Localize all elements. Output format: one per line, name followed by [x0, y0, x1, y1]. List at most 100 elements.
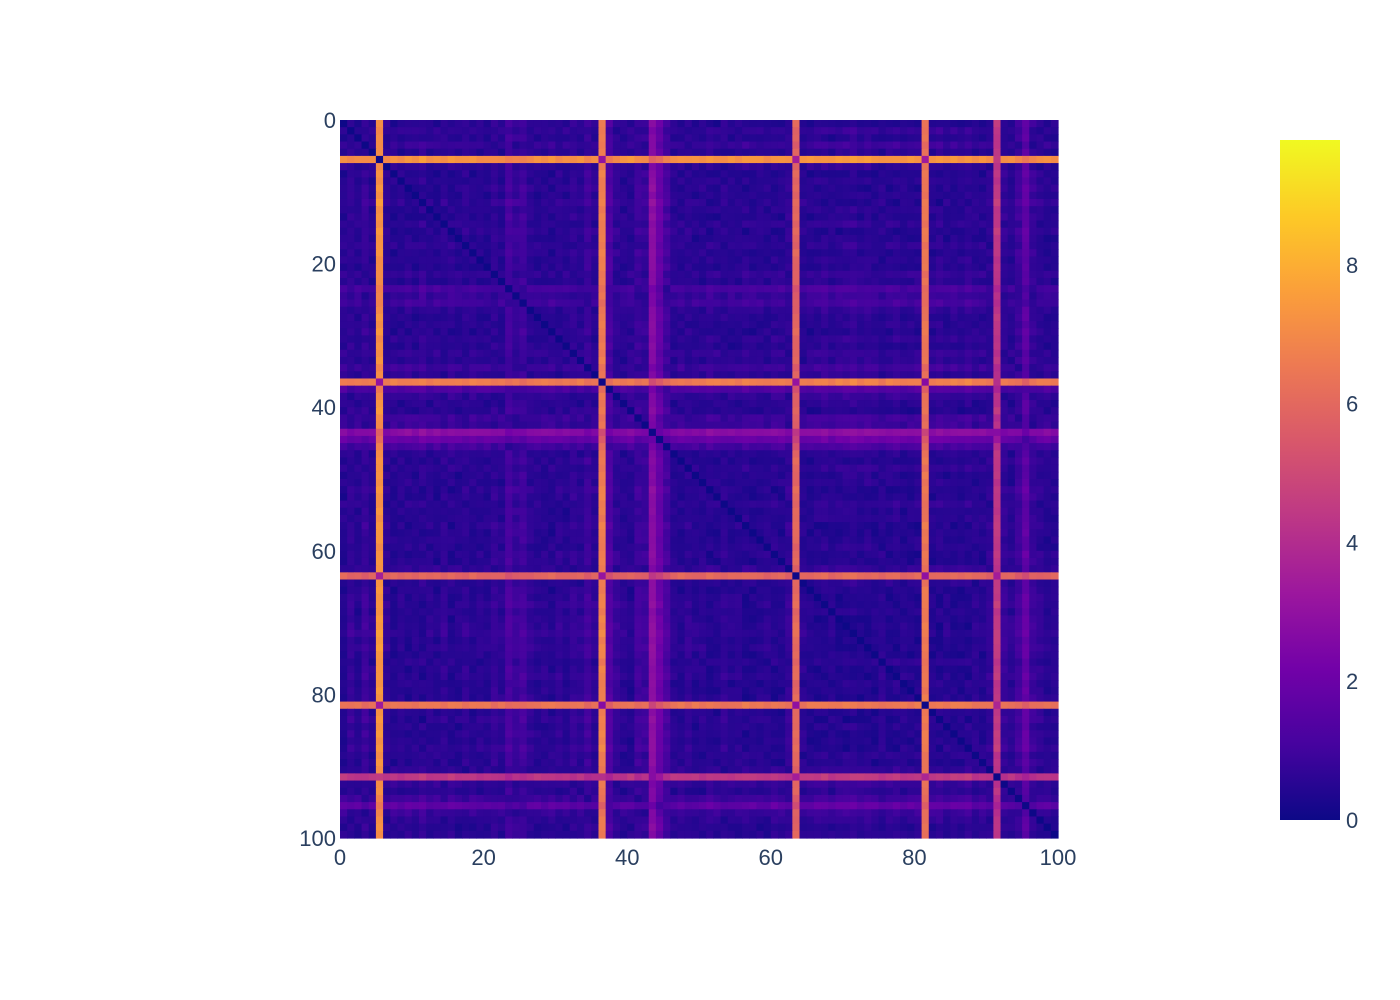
- heatmap-cell: [900, 464, 908, 473]
- heatmap-cell: [813, 206, 822, 214]
- heatmap-cell: [426, 335, 434, 344]
- heatmap-cell: [397, 134, 406, 143]
- heatmap-cell: [340, 450, 348, 459]
- heatmap-cell: [964, 277, 973, 286]
- heatmap-cell: [677, 443, 686, 451]
- heatmap-cell: [821, 191, 829, 200]
- heatmap-cell: [1050, 249, 1059, 258]
- heatmap-cell: [986, 435, 994, 444]
- heatmap-cell: [813, 349, 822, 358]
- heatmap-cell: [856, 464, 865, 473]
- heatmap-cell: [950, 155, 959, 164]
- heatmap-cell: [785, 120, 793, 128]
- heatmap-cell: [749, 148, 758, 157]
- heatmap-cell: [526, 148, 535, 157]
- heatmap-cell: [821, 400, 829, 408]
- heatmap-cell: [921, 292, 930, 301]
- heatmap-cell: [347, 400, 355, 408]
- heatmap-cell: [720, 220, 729, 229]
- heatmap-cell: [483, 364, 492, 372]
- heatmap-cell: [799, 277, 808, 286]
- heatmap-cell: [598, 234, 607, 243]
- heatmap-cell: [497, 435, 506, 444]
- heatmap-cell: [598, 249, 607, 258]
- heatmap-cell: [598, 127, 607, 135]
- heatmap-cell: [612, 256, 621, 265]
- heatmap-cell: [713, 371, 722, 380]
- heatmap-cell: [390, 313, 399, 322]
- heatmap-cell: [993, 457, 1002, 466]
- heatmap-cell: [856, 177, 865, 186]
- heatmap-cell: [1014, 407, 1023, 415]
- heatmap-cell: [361, 385, 370, 394]
- heatmap-cell: [533, 127, 542, 135]
- heatmap-cell: [871, 328, 880, 336]
- heatmap-cell: [569, 435, 578, 444]
- heatmap-cell: [497, 428, 506, 437]
- heatmap-cell: [799, 227, 808, 236]
- heatmap-cell: [418, 191, 427, 200]
- heatmap-cell: [971, 414, 980, 423]
- heatmap-cell: [418, 457, 427, 466]
- heatmap-cell: [813, 313, 822, 322]
- heatmap-cell: [720, 428, 729, 437]
- heatmap-cell: [720, 364, 729, 372]
- heatmap-cell: [447, 435, 456, 444]
- heatmap-cell: [627, 277, 635, 286]
- heatmap-cell: [806, 349, 815, 358]
- heatmap-cell: [864, 242, 872, 250]
- heatmap-cell: [742, 313, 750, 322]
- heatmap-cell: [670, 234, 679, 243]
- heatmap-cell: [505, 471, 513, 480]
- heatmap-cell: [411, 313, 420, 322]
- heatmap-cell: [986, 400, 994, 408]
- heatmap-cell: [943, 443, 951, 451]
- heatmap-cell: [921, 134, 930, 143]
- heatmap-cell: [526, 242, 535, 250]
- heatmap-cell: [749, 277, 758, 286]
- heatmap-cell: [404, 213, 413, 222]
- heatmap-cell: [684, 170, 693, 179]
- heatmap-cell: [476, 120, 485, 128]
- heatmap-cell: [892, 313, 901, 322]
- heatmap-cell: [1007, 285, 1016, 293]
- heatmap-cell: [720, 464, 729, 473]
- heatmap-cell: [612, 234, 621, 243]
- heatmap-cell: [907, 206, 915, 214]
- heatmap-cell: [691, 400, 700, 408]
- heatmap-cell: [993, 378, 1002, 387]
- heatmap-cell: [1029, 141, 1038, 150]
- heatmap-cell: [340, 292, 348, 301]
- heatmap-cell: [1029, 400, 1038, 408]
- heatmap-cell: [878, 198, 887, 207]
- heatmap-cell: [663, 457, 671, 466]
- heatmap-cell: [835, 392, 844, 401]
- heatmap-cell: [383, 392, 391, 401]
- heatmap-cell: [835, 356, 844, 365]
- heatmap-cell: [361, 163, 370, 171]
- heatmap-cell: [576, 335, 585, 344]
- heatmap-cell: [842, 191, 851, 200]
- heatmap-cell: [454, 435, 463, 444]
- heatmap-cell: [634, 414, 643, 423]
- heatmap-cell: [340, 428, 348, 437]
- heatmap-cell: [806, 313, 815, 322]
- heatmap-cell: [354, 184, 363, 193]
- heatmap-cell: [749, 242, 758, 250]
- heatmap-cell: [734, 148, 743, 157]
- heatmap-cell: [957, 292, 966, 301]
- heatmap-cell: [935, 364, 944, 372]
- heatmap-cell: [519, 206, 528, 214]
- heatmap-cell: [943, 414, 951, 423]
- heatmap-cell: [742, 198, 750, 207]
- heatmap-cell: [835, 299, 844, 308]
- heatmap-cell: [526, 127, 535, 135]
- heatmap-cell: [684, 400, 693, 408]
- heatmap-cell: [519, 349, 528, 358]
- heatmap-cell: [871, 435, 880, 444]
- heatmap-cell: [691, 321, 700, 329]
- heatmap-cell: [1007, 256, 1016, 265]
- heatmap-cell: [727, 414, 736, 423]
- heatmap-cell: [756, 392, 765, 401]
- heatmap-cell: [426, 285, 434, 293]
